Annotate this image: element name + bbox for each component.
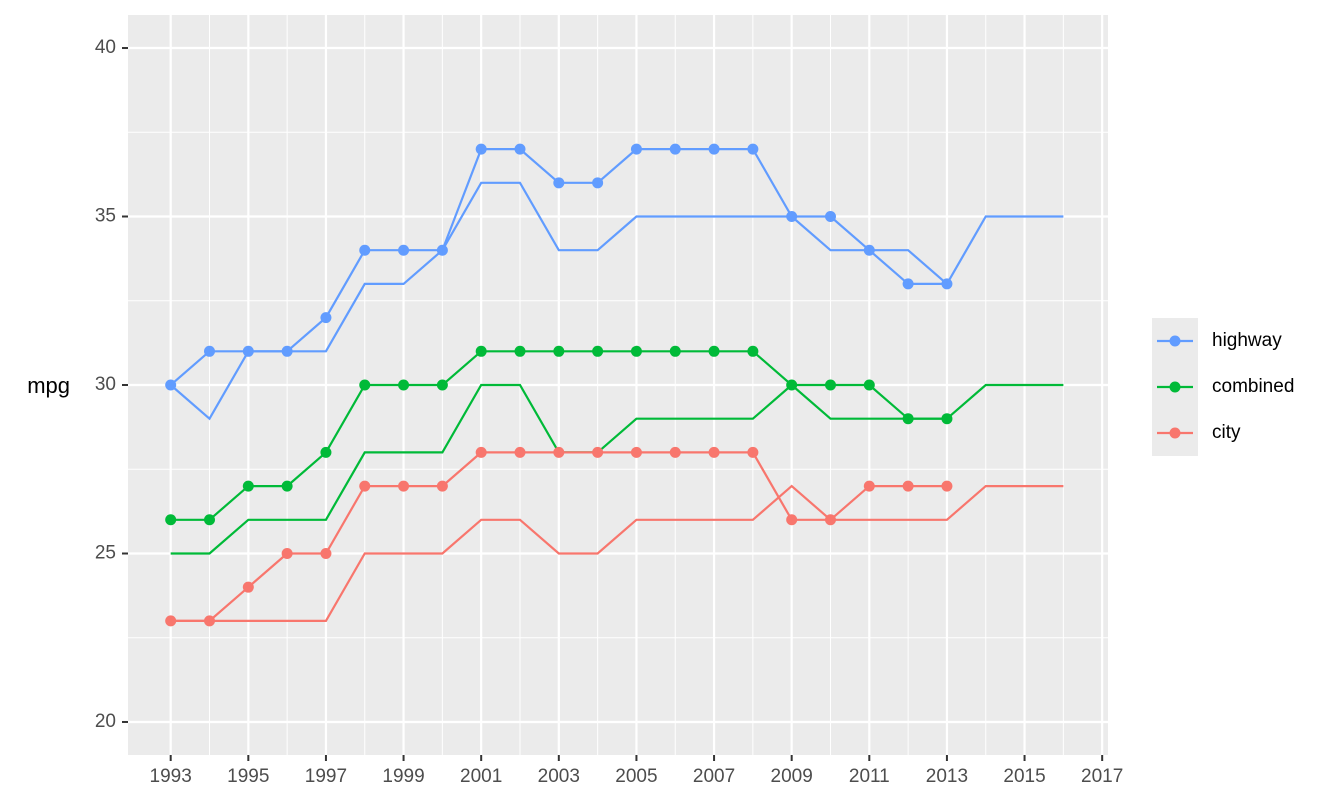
point (824, 379, 836, 391)
point (786, 514, 798, 526)
legend-label: highway (1212, 330, 1282, 351)
x-tick-label: 2009 (771, 766, 813, 787)
point (630, 143, 642, 155)
point (204, 345, 216, 357)
point (902, 413, 914, 425)
point (630, 446, 642, 458)
point (359, 379, 371, 391)
point (824, 514, 836, 526)
point (281, 547, 293, 559)
x-tick-label: 2011 (849, 766, 890, 787)
point (242, 345, 254, 357)
point (242, 480, 254, 492)
point (320, 446, 332, 458)
y-tick-label: 20 (95, 711, 116, 732)
point (669, 446, 681, 458)
point (941, 413, 953, 425)
point (320, 547, 332, 559)
legend-point (1169, 427, 1181, 439)
point (514, 143, 526, 155)
x-tick-label: 2017 (1081, 766, 1123, 787)
point (165, 379, 177, 391)
legend-label: city (1212, 422, 1241, 443)
point (242, 581, 254, 593)
point (398, 480, 410, 492)
point (436, 480, 448, 492)
point (553, 177, 565, 189)
point (902, 480, 914, 492)
y-tick-label: 30 (95, 374, 116, 395)
y-axis-title: mpg (27, 373, 70, 398)
y-tick-label: 40 (95, 37, 116, 58)
y-tick-label: 25 (95, 543, 116, 564)
point (165, 615, 177, 627)
point (514, 345, 526, 357)
point (824, 211, 836, 223)
x-tick-label: 2015 (1003, 766, 1045, 787)
point (708, 446, 720, 458)
point (630, 345, 642, 357)
point (475, 143, 487, 155)
point (592, 345, 604, 357)
point (281, 345, 293, 357)
legend-label: combined (1212, 376, 1294, 397)
line (170, 484, 1064, 622)
x-tick-label: 2005 (615, 766, 657, 787)
x-tick-label: 2007 (693, 766, 735, 787)
line (169, 181, 1064, 421)
point (514, 446, 526, 458)
point (786, 379, 798, 391)
point (708, 143, 720, 155)
point (553, 345, 565, 357)
point (359, 244, 371, 256)
x-tick-label: 2003 (538, 766, 580, 787)
point (941, 480, 953, 492)
x-tick-label: 1993 (150, 766, 192, 787)
point (863, 244, 875, 256)
point (359, 480, 371, 492)
legend-point (1169, 381, 1181, 393)
point (669, 345, 681, 357)
point (902, 278, 914, 290)
point (786, 211, 798, 223)
point (398, 244, 410, 256)
point (863, 379, 875, 391)
point (204, 514, 216, 526)
point (669, 143, 681, 155)
point (747, 446, 759, 458)
x-tick-label: 2013 (926, 766, 968, 787)
legend-point (1169, 335, 1181, 347)
point (436, 244, 448, 256)
x-tick-label: 1999 (382, 766, 424, 787)
point (747, 143, 759, 155)
point (941, 278, 953, 290)
point (165, 514, 177, 526)
point (398, 379, 410, 391)
legend: highway combined city (1152, 318, 1294, 456)
point (320, 312, 332, 324)
point (592, 446, 604, 458)
marks (165, 143, 1064, 627)
point (204, 615, 216, 627)
point (281, 480, 293, 492)
x-tick-label: 2001 (460, 766, 502, 787)
point (553, 446, 565, 458)
point (436, 379, 448, 391)
point (475, 345, 487, 357)
point (708, 345, 720, 357)
x-tick-label: 1995 (227, 766, 269, 787)
point (747, 345, 759, 357)
x-tick-label: 1997 (305, 766, 347, 787)
point (592, 177, 604, 189)
y-tick-label: 35 (95, 206, 116, 227)
point (863, 480, 875, 492)
point (475, 446, 487, 458)
